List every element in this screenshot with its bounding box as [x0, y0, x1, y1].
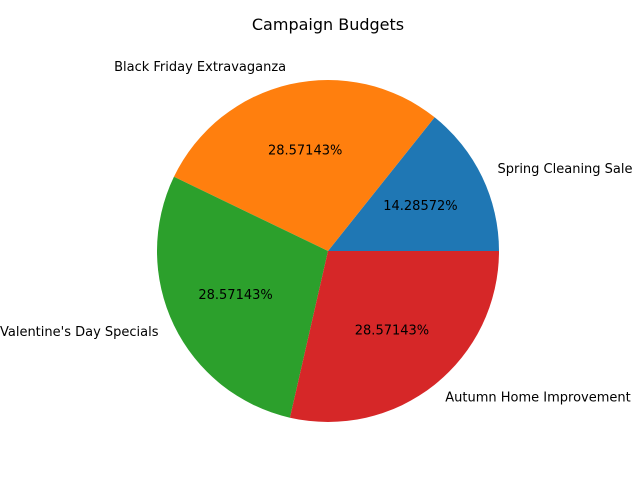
slice-label-autumn-home-improvement: Autumn Home Improvement — [445, 391, 630, 406]
slice-label-black-friday-extravaganza: Black Friday Extravaganza — [114, 60, 286, 75]
pie-slices — [156, 79, 499, 422]
pie-slice-autumn-home-improvement — [289, 251, 499, 422]
pie-slice-valentine-s-day-specials — [156, 176, 328, 418]
pie-slice-black-friday-extravaganza — [173, 79, 435, 251]
slice-label-valentine-s-day-specials: Valentine's Day Specials — [0, 325, 159, 340]
slice-percent-black-friday-extravaganza: 28.57143% — [268, 143, 342, 158]
pie-labels: Spring Cleaning Sale 14.28572% Black Frida… — [0, 60, 633, 405]
slice-percent-spring-cleaning-sale: 14.28572% — [383, 199, 457, 214]
slice-label-spring-cleaning-sale: Spring Cleaning Sale — [497, 162, 632, 177]
chart-title: Campaign Budgets — [252, 15, 404, 34]
slice-percent-autumn-home-improvement: 28.57143% — [355, 324, 429, 339]
slice-percent-valentine-s-day-specials: 28.57143% — [198, 288, 272, 303]
pie-slice-spring-cleaning-sale — [328, 117, 499, 251]
